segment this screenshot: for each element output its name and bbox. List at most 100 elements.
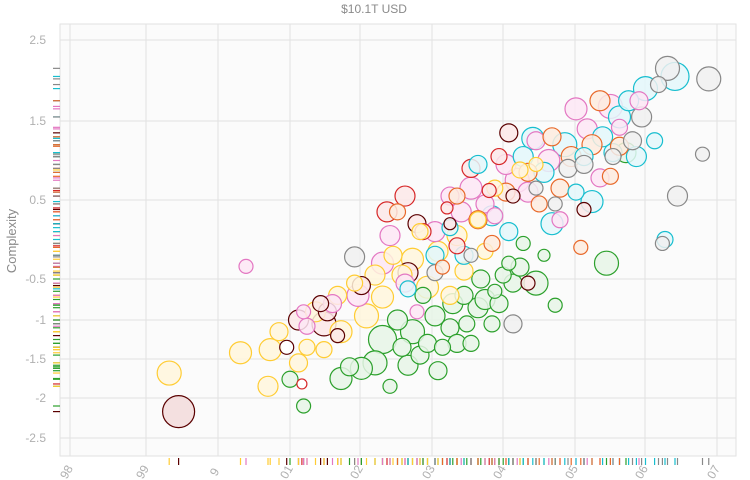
bubble-point [601, 167, 620, 185]
bubble-point [433, 338, 452, 356]
x-rug-plot [168, 458, 710, 465]
bubble-point [458, 315, 476, 333]
bubble-point [315, 341, 333, 359]
bubble-point [288, 353, 309, 373]
x-tick-label: 99 [133, 462, 152, 480]
bubble-point [440, 285, 460, 305]
bubble-point [499, 222, 519, 242]
x-tick-label: 07 [704, 462, 723, 480]
bubble-point [162, 395, 196, 429]
bubble-point [528, 180, 544, 196]
bubble-point [558, 158, 578, 178]
bubble-point [379, 224, 401, 247]
bubble-point [440, 318, 460, 338]
bubble-point [483, 234, 501, 253]
x-tick-label: 04 [490, 462, 509, 480]
bubble-point [593, 250, 620, 276]
bubble-point [610, 118, 629, 136]
y-tick-label: -2.5 [25, 431, 46, 445]
bubble-point [551, 211, 569, 229]
bubble-point [629, 91, 649, 111]
bubble-point [501, 255, 517, 271]
bubble-point [399, 319, 426, 345]
bubble-point [411, 223, 429, 241]
chart-title: $10.1T USD [341, 2, 407, 16]
bubble-point [296, 398, 312, 414]
bubble-point [353, 303, 380, 329]
bubble-point [383, 245, 403, 265]
bubble-point [622, 131, 643, 151]
bubble-point [645, 132, 664, 150]
bubble-point [392, 337, 412, 357]
bubble-point [382, 378, 398, 394]
bubble-point [298, 317, 316, 335]
y-tick-labels: 2.5 1.5 0.5 -0.5 -1 -1.5 -2 -2.5 [25, 33, 46, 445]
bubble-point [417, 333, 438, 353]
bubble-point [367, 324, 398, 355]
bubble-point [468, 154, 488, 175]
bubble-point [409, 304, 425, 320]
y-tick-label: 2.5 [29, 33, 46, 47]
x-tick-label: 02 [347, 462, 366, 480]
bubble-point [654, 55, 681, 81]
bubble-point [364, 264, 386, 286]
bubble-point [537, 248, 551, 262]
bubble-point [520, 275, 536, 291]
bubble-point [576, 201, 592, 218]
bubble-point [528, 156, 544, 173]
bubble-point [694, 146, 711, 162]
bubble-point [542, 127, 562, 147]
bubble-point [448, 237, 466, 255]
bubble-point [505, 188, 521, 204]
bubble-point [547, 297, 563, 313]
bubble-point [490, 147, 508, 166]
bubble-point [281, 370, 299, 388]
x-tick-labels: 98 99 9 01 02 03 04 05 06 07 [57, 462, 723, 480]
bubble-point [471, 269, 491, 289]
bubble-point [440, 201, 454, 215]
bubble-point [228, 341, 253, 365]
bubble-point [386, 309, 409, 331]
bubble-point [238, 258, 254, 274]
bubble-point [526, 131, 546, 151]
bubble-point [399, 280, 417, 298]
y-tick-label: -1.5 [25, 352, 46, 366]
x-tick-label: 03 [419, 462, 438, 480]
bubble-point [388, 203, 407, 221]
bubble-point [469, 211, 487, 229]
bubble-point [666, 185, 689, 207]
bubble-point [424, 305, 446, 327]
y-axis-label: Complexity [4, 208, 19, 273]
bubble-point [330, 328, 346, 344]
bubble-point [567, 183, 585, 201]
bubble-point [346, 274, 364, 292]
bubble-point [394, 185, 416, 207]
x-tick-label: 98 [57, 462, 76, 480]
bubble-point [564, 97, 588, 121]
bubble-point [370, 285, 395, 309]
bubble-point [483, 315, 501, 333]
x-tick-label: 01 [277, 462, 296, 480]
bubble-point [649, 75, 668, 94]
bubble-point [257, 375, 279, 397]
bubble-point [530, 195, 548, 213]
bubble-point [269, 322, 289, 342]
y-tick-label: -1 [35, 313, 46, 327]
bubble-point [434, 259, 451, 275]
bubble-point [696, 66, 722, 92]
y-rug-plot [53, 67, 60, 413]
y-tick-label: -0.5 [25, 272, 46, 286]
bubble-point [156, 360, 182, 386]
bubble-point [589, 90, 611, 112]
bubble-point [443, 217, 457, 231]
y-tick-label: -2 [35, 391, 46, 405]
bubble-point [547, 196, 563, 212]
bubble-point [414, 286, 432, 304]
bubble-point [499, 123, 519, 143]
bubble-point [550, 178, 570, 198]
bubble-point [448, 187, 466, 205]
bubbles-layer [156, 55, 722, 429]
bubble-point [486, 207, 504, 225]
y-tick-label: 0.5 [29, 193, 46, 207]
